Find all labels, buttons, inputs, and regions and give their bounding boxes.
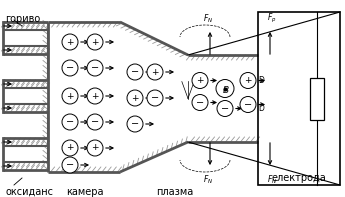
Circle shape xyxy=(62,88,78,104)
Text: D: D xyxy=(258,76,264,85)
Text: −: − xyxy=(196,98,204,108)
Circle shape xyxy=(127,64,143,80)
Text: камера: камера xyxy=(66,187,104,197)
Text: −: − xyxy=(91,63,99,73)
Text: −: − xyxy=(91,117,99,127)
Text: +: + xyxy=(91,37,99,46)
Circle shape xyxy=(216,80,234,98)
Circle shape xyxy=(87,34,103,50)
Bar xyxy=(258,12,340,185)
Circle shape xyxy=(192,72,208,88)
Text: оксиданс: оксиданс xyxy=(5,187,53,197)
Circle shape xyxy=(127,116,143,132)
Circle shape xyxy=(87,88,103,104)
Text: +: + xyxy=(66,37,74,46)
Circle shape xyxy=(147,90,163,106)
Text: плазма: плазма xyxy=(156,187,194,197)
Circle shape xyxy=(192,95,208,111)
Text: +: + xyxy=(91,91,99,100)
Text: −: − xyxy=(151,93,159,103)
Text: −: − xyxy=(131,119,139,129)
Circle shape xyxy=(87,140,103,156)
Circle shape xyxy=(62,60,78,76)
Text: −: − xyxy=(221,103,229,113)
Circle shape xyxy=(147,64,163,80)
Text: $F_p$: $F_p$ xyxy=(267,12,277,25)
Circle shape xyxy=(87,114,103,130)
Text: −: − xyxy=(66,117,74,127)
Circle shape xyxy=(62,157,78,173)
Circle shape xyxy=(62,34,78,50)
Text: −: − xyxy=(66,160,74,170)
Text: −: − xyxy=(244,99,252,110)
Text: +: + xyxy=(151,68,159,76)
Text: +: + xyxy=(66,91,74,100)
Text: D: D xyxy=(258,104,264,113)
Text: $F_N$: $F_N$ xyxy=(267,174,277,187)
Text: −: − xyxy=(66,63,74,73)
Circle shape xyxy=(87,60,103,76)
Circle shape xyxy=(62,140,78,156)
Text: гориво: гориво xyxy=(5,14,40,24)
Text: електрода: електрода xyxy=(272,173,326,183)
Circle shape xyxy=(127,90,143,106)
Circle shape xyxy=(240,72,256,88)
Text: +: + xyxy=(66,143,74,152)
Circle shape xyxy=(217,100,233,116)
Text: B: B xyxy=(223,86,229,95)
Text: +: + xyxy=(131,94,139,102)
Text: $F_N$: $F_N$ xyxy=(203,12,213,25)
Text: $F_N$: $F_N$ xyxy=(203,174,213,187)
Circle shape xyxy=(62,114,78,130)
Circle shape xyxy=(240,97,256,112)
Text: +: + xyxy=(91,143,99,152)
Bar xyxy=(310,77,324,120)
Text: +: + xyxy=(244,76,252,85)
Text: −: − xyxy=(131,67,139,77)
Text: +: + xyxy=(196,76,204,85)
